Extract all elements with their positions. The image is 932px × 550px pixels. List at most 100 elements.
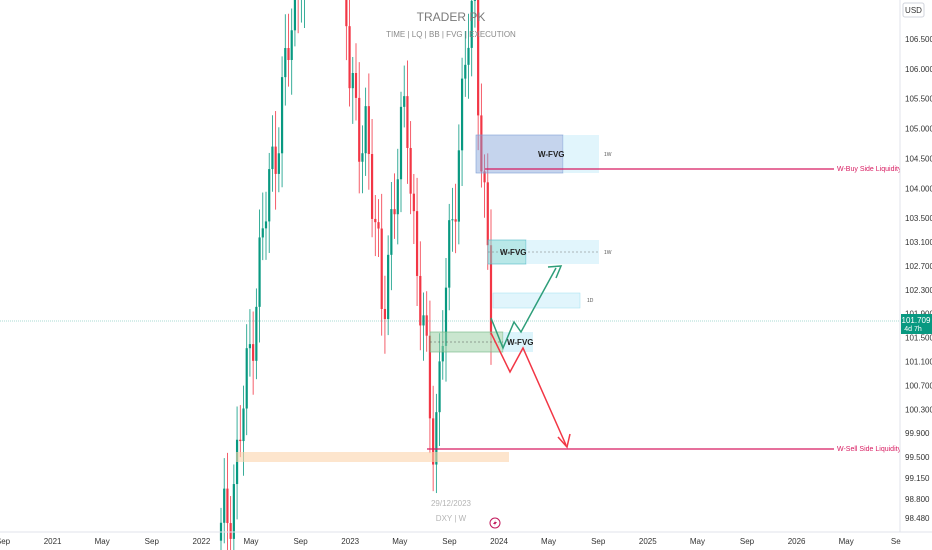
- price-tick-label: 102.700: [905, 262, 932, 271]
- candle-body: [380, 228, 383, 309]
- candle-body: [432, 418, 435, 465]
- time-tick-label: Se: [891, 537, 901, 546]
- candle-body: [239, 439, 242, 442]
- candle-body: [399, 106, 403, 180]
- price-tick-label: 100.300: [905, 405, 932, 414]
- time-tick-label: May: [839, 537, 854, 546]
- candle-body: [390, 209, 393, 255]
- fvg-zone-1d[interactable]: [492, 292, 581, 309]
- candle-body: [242, 408, 245, 442]
- price-scale-bg[interactable]: [900, 0, 932, 550]
- candle-body: [348, 26, 351, 89]
- candle-layer: [219, 0, 493, 550]
- fvg-zone-1w-mid[interactable]: [487, 239, 527, 265]
- candle-body: [393, 209, 396, 215]
- candle-body: [245, 348, 248, 409]
- fvg-tag-mid: 1W: [604, 250, 612, 256]
- candle-body: [428, 335, 432, 419]
- candle-body: [258, 237, 261, 307]
- price-tick-label: 100.700: [905, 381, 932, 390]
- candle-body: [448, 220, 451, 288]
- candle-body: [277, 153, 280, 174]
- price-tick-label: 105.500: [905, 95, 932, 104]
- bearish-projection-path[interactable]: [490, 332, 567, 446]
- price-tick-label: 99.150: [905, 474, 930, 483]
- candle-body: [438, 361, 441, 413]
- bullish-projection-arrowhead: [547, 265, 563, 279]
- price-tick-label: 104.000: [905, 184, 932, 193]
- price-tick-label: 101.500: [905, 334, 932, 343]
- candle-body: [406, 96, 409, 148]
- candle-body: [396, 179, 399, 215]
- fvg-zone-1w-top[interactable]: [475, 134, 564, 174]
- time-tick-label: 2022: [193, 537, 211, 546]
- last-price-countdown: 4d 7h: [904, 326, 922, 333]
- candle-body: [226, 488, 229, 524]
- candle-body: [409, 147, 412, 194]
- watermark-date: 29/12/2023: [431, 499, 472, 508]
- price-tick-label: 99.900: [905, 429, 930, 438]
- candle-body: [451, 219, 454, 221]
- watermark-title: TRADER PK: [417, 10, 486, 24]
- time-tick-label: Sep: [145, 537, 160, 546]
- time-tick-label: 2026: [788, 537, 806, 546]
- candle-body: [364, 106, 367, 154]
- candle-body: [419, 275, 422, 326]
- candle-body: [261, 228, 264, 238]
- candle-body: [354, 72, 358, 98]
- candle-body: [387, 254, 390, 320]
- bullish-projection-path[interactable]: [490, 267, 557, 350]
- candle-body: [252, 344, 255, 361]
- price-scale-ticks: 106.500 106.000 105.500 105.000 104.500 104.0…: [905, 35, 932, 523]
- time-tick-label: May: [392, 537, 407, 546]
- time-tick-label: May: [95, 537, 110, 546]
- price-tick-label: 102.300: [905, 286, 932, 295]
- lightning-icon[interactable]: [489, 517, 501, 529]
- candle-body: [483, 171, 486, 183]
- candle-body: [345, 0, 348, 27]
- candle-body: [422, 315, 425, 326]
- price-tick-label: 103.100: [905, 238, 932, 247]
- time-tick-label: Sep: [293, 537, 308, 546]
- buy-side-liquidity-label: W-Buy Side Liquidity: [837, 166, 902, 173]
- time-tick-label: 2024: [490, 537, 508, 546]
- time-tick-label: Sep: [591, 537, 606, 546]
- candle-body: [358, 97, 361, 162]
- price-tick-label: 99.500: [905, 453, 930, 462]
- candle-body: [415, 211, 419, 276]
- candle-body: [470, 0, 473, 48]
- candle-body: [457, 150, 460, 222]
- price-tick-label: 101.100: [905, 358, 932, 367]
- time-axis[interactable]: Sep 2021 May Sep 2022 May Sep 2023 May Sep 2024 May…: [0, 537, 901, 546]
- candle-body: [464, 64, 467, 79]
- time-tick-label: 2025: [639, 537, 657, 546]
- price-tick-label: 105.000: [905, 125, 932, 134]
- time-tick-label: May: [690, 537, 705, 546]
- price-tick-label: 98.480: [905, 514, 930, 523]
- fvg-zone-1w-top-extension: [563, 135, 599, 173]
- sell-liquidity-zone: [236, 452, 509, 462]
- time-tick-label: Sep: [740, 537, 755, 546]
- currency-box[interactable]: [902, 2, 925, 18]
- candle-body: [264, 221, 268, 229]
- candle-body: [435, 412, 438, 465]
- candle-body: [361, 153, 364, 162]
- candle-body: [486, 182, 489, 246]
- fvg-tag-1d: 1D: [587, 298, 594, 304]
- candle-body: [290, 30, 293, 60]
- candle-body: [274, 146, 277, 174]
- candle-body: [383, 308, 387, 320]
- candle-body: [271, 146, 274, 170]
- time-tick-label: 2023: [341, 537, 359, 546]
- fvg-label-mid: W-FVG: [500, 248, 527, 257]
- candle-body: [473, 0, 477, 1]
- price-tick-label: 106.500: [905, 35, 932, 44]
- candle-body: [223, 488, 226, 523]
- sell-side-liquidity-label: W-Sell Side Liquidity: [837, 446, 902, 453]
- candle-body: [489, 245, 493, 335]
- candle-body: [460, 78, 464, 151]
- time-tick-label: Sep: [0, 537, 11, 546]
- candle-body: [374, 218, 377, 223]
- candle-body: [255, 306, 258, 361]
